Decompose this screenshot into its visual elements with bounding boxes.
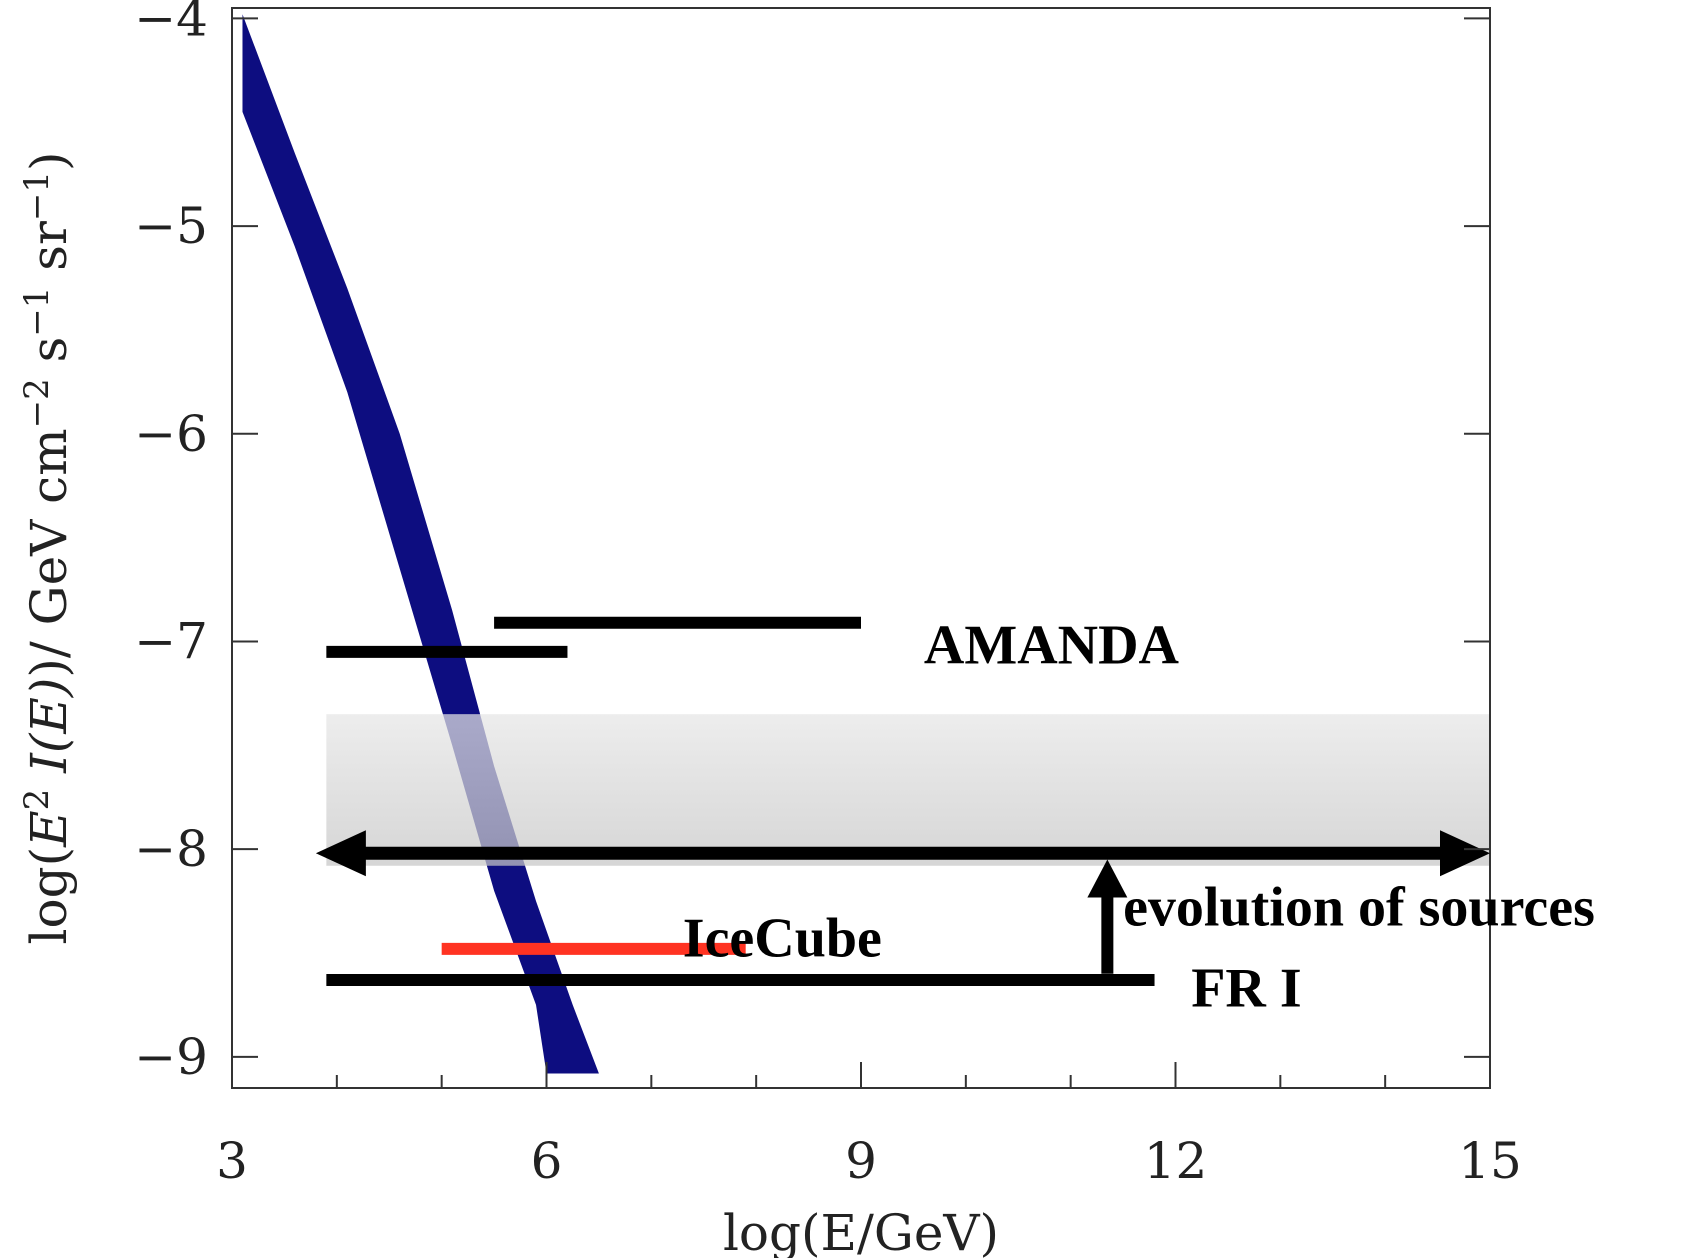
- y-tick-label: −9: [134, 1028, 208, 1086]
- annotation-3: FR I: [1191, 957, 1301, 1019]
- x-axis-title: log(E/GeV): [723, 1204, 999, 1258]
- x-tick-label: 15: [1458, 1132, 1522, 1190]
- annotation-0: AMANDA: [924, 615, 1180, 677]
- y-tick-label: −4: [134, 0, 208, 47]
- double-arrow-left-head: [315, 830, 366, 877]
- shaded-region: [326, 714, 1491, 866]
- annotation-1: IceCube: [683, 907, 882, 969]
- up-arrow-head: [1087, 859, 1128, 898]
- double-arrow-right-head: [1440, 830, 1490, 877]
- y-tick-label: −6: [134, 405, 208, 463]
- x-tick-label: 12: [1144, 1132, 1208, 1190]
- y-tick-label: −5: [134, 197, 208, 255]
- y-tick-label: −8: [134, 820, 208, 878]
- x-tick-label: 3: [216, 1132, 248, 1190]
- x-tick-label: 6: [531, 1132, 563, 1190]
- y-tick-label: −7: [134, 612, 208, 670]
- flux-band: [242, 14, 599, 1074]
- annotation-2: evolution of sources: [1123, 876, 1595, 938]
- x-tick-label: 9: [845, 1132, 877, 1190]
- y-axis-title: log(E2 I(E))/ GeV cm−2 s−1 sr−1): [17, 151, 78, 944]
